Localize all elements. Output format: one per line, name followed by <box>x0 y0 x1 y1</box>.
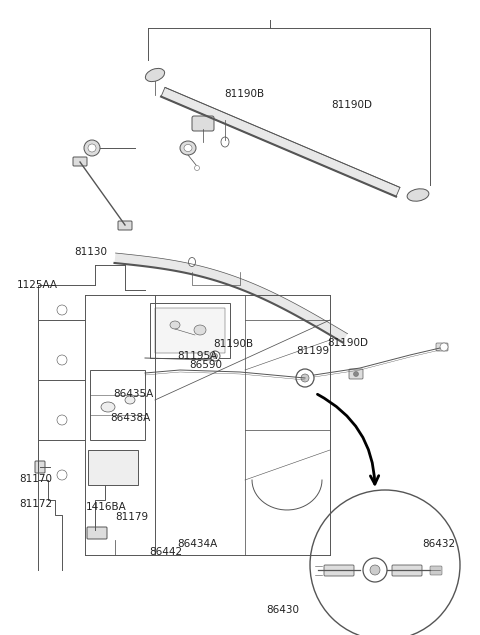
FancyBboxPatch shape <box>88 450 138 485</box>
Ellipse shape <box>194 166 200 171</box>
Text: 86432: 86432 <box>422 538 456 549</box>
Text: 81195A: 81195A <box>178 351 218 361</box>
FancyBboxPatch shape <box>35 461 45 473</box>
FancyBboxPatch shape <box>436 343 448 351</box>
Text: 81172: 81172 <box>19 498 52 509</box>
Circle shape <box>363 558 387 582</box>
Ellipse shape <box>221 137 229 147</box>
Text: 1125AA: 1125AA <box>17 280 58 290</box>
Circle shape <box>57 355 67 365</box>
Text: 81170: 81170 <box>19 474 52 484</box>
Circle shape <box>296 369 314 387</box>
Text: 81190B: 81190B <box>225 89 265 99</box>
Text: 86434A: 86434A <box>178 538 218 549</box>
Ellipse shape <box>180 141 196 155</box>
Text: 81190D: 81190D <box>327 338 368 348</box>
Text: 86442: 86442 <box>149 547 182 558</box>
FancyBboxPatch shape <box>324 565 354 576</box>
Text: 86438A: 86438A <box>110 413 151 423</box>
Text: 86590: 86590 <box>190 360 223 370</box>
Circle shape <box>84 140 100 156</box>
Polygon shape <box>115 253 348 342</box>
Circle shape <box>57 415 67 425</box>
FancyBboxPatch shape <box>118 221 132 230</box>
Text: 81190B: 81190B <box>214 339 254 349</box>
FancyBboxPatch shape <box>192 116 214 131</box>
Text: 81130: 81130 <box>74 247 108 257</box>
Ellipse shape <box>407 189 429 201</box>
Circle shape <box>57 305 67 315</box>
Circle shape <box>370 565 380 575</box>
Text: 86435A: 86435A <box>113 389 153 399</box>
FancyBboxPatch shape <box>73 157 87 166</box>
Circle shape <box>210 351 220 361</box>
Circle shape <box>301 374 309 382</box>
Ellipse shape <box>194 325 206 335</box>
Circle shape <box>353 371 359 377</box>
FancyBboxPatch shape <box>155 308 225 353</box>
Ellipse shape <box>145 69 165 81</box>
Text: 81190D: 81190D <box>331 100 372 110</box>
Circle shape <box>57 470 67 480</box>
Ellipse shape <box>189 258 195 267</box>
Circle shape <box>88 144 96 152</box>
Circle shape <box>213 354 217 359</box>
Text: 81199: 81199 <box>297 346 330 356</box>
Ellipse shape <box>184 145 192 152</box>
Text: 81179: 81179 <box>115 512 148 522</box>
Text: 1416BA: 1416BA <box>85 502 126 512</box>
FancyBboxPatch shape <box>392 565 422 576</box>
FancyBboxPatch shape <box>349 369 363 379</box>
Ellipse shape <box>170 321 180 329</box>
Ellipse shape <box>125 396 135 404</box>
FancyBboxPatch shape <box>87 527 107 539</box>
Circle shape <box>440 343 448 351</box>
FancyBboxPatch shape <box>430 566 442 575</box>
Text: 86430: 86430 <box>266 605 300 615</box>
Ellipse shape <box>101 402 115 412</box>
Polygon shape <box>161 88 400 197</box>
Circle shape <box>310 490 460 635</box>
